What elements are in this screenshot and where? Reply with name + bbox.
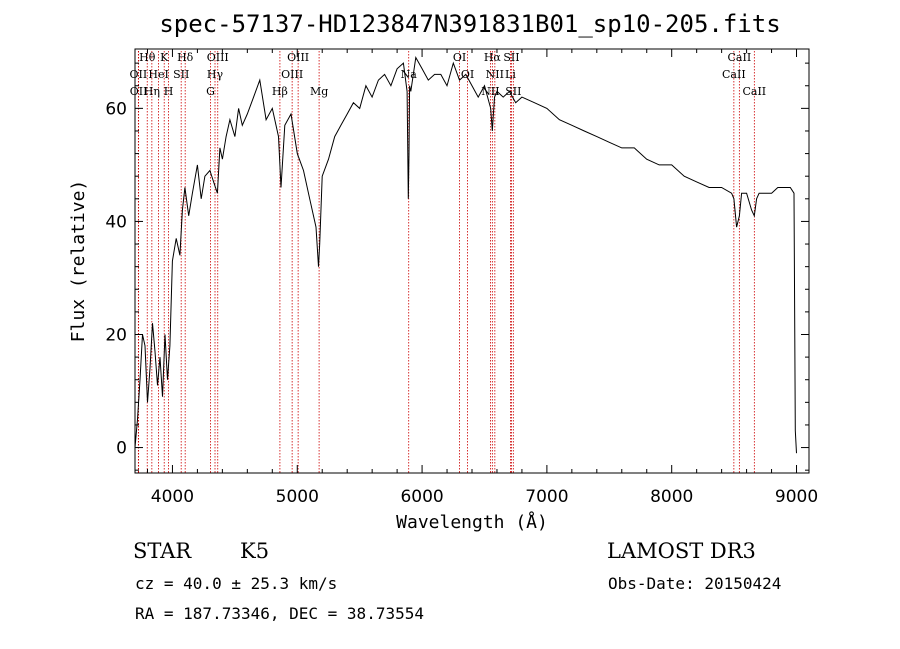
line-label-15: Mg — [310, 85, 328, 98]
x-axis-label: Wavelength (Å) — [396, 511, 548, 533]
line-label-11: G — [206, 85, 215, 98]
line-label-13: OIII — [281, 68, 303, 81]
line-label-8: Hδ — [177, 51, 194, 64]
line-label-14: Hβ — [272, 85, 288, 98]
y-tick-label-0: 0 — [116, 439, 127, 459]
line-label-17: OI — [453, 51, 466, 64]
line-label-12: OIII — [287, 51, 309, 64]
line-label-20: NII — [486, 68, 504, 81]
x-tick-label-7000: 7000 — [525, 487, 568, 507]
line-label-6: SII — [173, 68, 189, 81]
line-label-10: Hγ — [207, 68, 224, 81]
line-label-5: HeI — [148, 68, 168, 81]
line-label-27: CaII — [742, 85, 766, 98]
y-tick-label-20: 20 — [105, 325, 127, 345]
line-label-24: SII — [505, 85, 521, 98]
line-label-0: Hθ — [139, 51, 156, 64]
y-axis-ticks: 0 20 40 60 — [105, 62, 809, 471]
survey-name: LAMOST DR3 — [607, 539, 756, 563]
spectral-subclass: K5 — [240, 539, 270, 563]
line-label-4: K — [160, 51, 169, 64]
x-tick-label-8000: 8000 — [650, 487, 693, 507]
line-label-26: CaII — [722, 68, 746, 81]
line-label-7: H — [164, 85, 174, 98]
x-tick-label-5000: 5000 — [276, 487, 319, 507]
line-label-16: Na — [401, 68, 418, 81]
y-tick-label-40: 40 — [105, 212, 127, 232]
object-type: STAR — [133, 539, 192, 563]
line-label-22: SII — [503, 51, 519, 64]
line-label-18: OI — [461, 68, 474, 81]
line-label-23: Li — [505, 68, 516, 81]
line-label-2: OII — [130, 85, 148, 98]
x-tick-label-6000: 6000 — [400, 487, 443, 507]
plot-frame — [134, 48, 810, 474]
line-label-25: CaII — [728, 51, 752, 64]
chart-title: spec-57137-HD123847N391831B01_sp10-205.f… — [159, 10, 780, 38]
x-tick-label-4000: 4000 — [151, 487, 194, 507]
x-axis-ticks: 4000 5000 6000 7000 8000 9000 — [146, 49, 818, 507]
line-label-1: OII — [130, 68, 148, 81]
emission-line-markers — [137, 51, 755, 473]
observation-date: Obs-Date: 20150424 — [608, 574, 782, 593]
redshift-readout: cz = 40.0 ± 25.3 km/s — [135, 574, 338, 593]
line-label-3: Hη — [144, 85, 160, 98]
coordinates-readout: RA = 187.73346, DEC = 38.73554 — [135, 604, 424, 623]
y-tick-label-60: 60 — [105, 99, 127, 119]
x-tick-label-9000: 9000 — [775, 487, 818, 507]
line-label-9: OIII — [207, 51, 229, 64]
y-axis-label: Flux (relative) — [68, 180, 89, 343]
spectrum-line — [134, 55, 797, 454]
line-label-19: Hα — [484, 51, 502, 64]
